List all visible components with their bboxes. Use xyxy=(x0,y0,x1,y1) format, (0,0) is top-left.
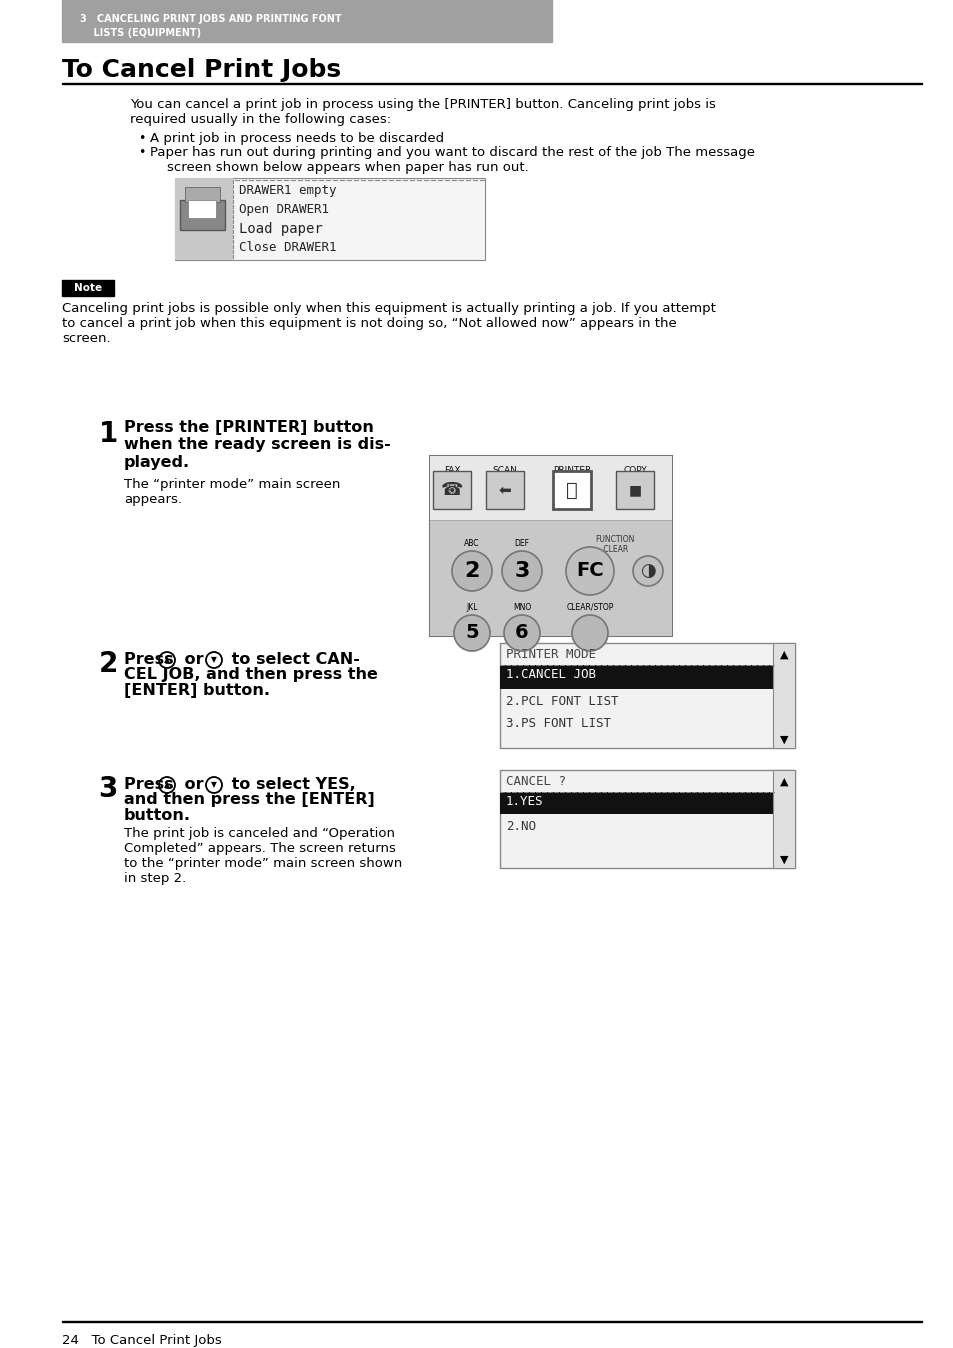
Bar xyxy=(62,280,113,297)
Text: 2.NO: 2.NO xyxy=(505,820,536,833)
Circle shape xyxy=(452,551,492,590)
Circle shape xyxy=(572,615,607,651)
Text: JKL: JKL xyxy=(466,603,477,612)
Text: Open DRAWER1: Open DRAWER1 xyxy=(239,204,329,216)
Bar xyxy=(62,82,921,84)
Bar xyxy=(433,470,471,510)
Text: DEF: DEF xyxy=(514,539,529,549)
Bar xyxy=(174,178,484,260)
Text: You can cancel a print job in process using the [PRINTER] button. Canceling prin: You can cancel a print job in process us… xyxy=(130,98,715,125)
Bar xyxy=(772,770,794,868)
Circle shape xyxy=(633,555,662,586)
Text: To Cancel Print Jobs: To Cancel Print Jobs xyxy=(62,58,341,82)
Text: ▲: ▲ xyxy=(164,655,170,665)
Bar xyxy=(185,187,220,202)
Bar xyxy=(62,0,552,42)
Bar xyxy=(485,470,523,510)
Text: 2: 2 xyxy=(464,561,479,581)
Text: Press: Press xyxy=(124,652,179,667)
Text: ☎: ☎ xyxy=(440,481,463,499)
Text: FUNCTION
 CLEAR: FUNCTION CLEAR xyxy=(595,535,634,554)
Text: DRAWER1 empty: DRAWER1 empty xyxy=(239,183,336,197)
Text: SCAN: SCAN xyxy=(492,466,517,474)
Text: button.: button. xyxy=(124,807,191,824)
Circle shape xyxy=(565,547,614,594)
Text: to select YES,: to select YES, xyxy=(226,776,355,793)
Text: 24   To Cancel Print Jobs: 24 To Cancel Print Jobs xyxy=(62,1335,221,1347)
Bar xyxy=(430,520,671,522)
Text: ▼: ▼ xyxy=(211,780,216,790)
Bar xyxy=(499,665,772,689)
Text: PRINTER MODE: PRINTER MODE xyxy=(505,648,596,661)
Text: 5: 5 xyxy=(465,624,478,643)
Text: •: • xyxy=(138,146,145,159)
Text: ▲: ▲ xyxy=(779,650,787,661)
Bar xyxy=(430,456,671,636)
Text: CLEAR/STOP: CLEAR/STOP xyxy=(566,603,613,612)
Text: 2: 2 xyxy=(98,650,118,678)
Text: ▼: ▼ xyxy=(779,855,787,865)
Text: Press: Press xyxy=(124,776,179,793)
Text: FAX: FAX xyxy=(443,466,459,474)
Text: ▲: ▲ xyxy=(164,780,170,790)
Text: Paper has run out during printing and you want to discard the rest of the job Th: Paper has run out during printing and yo… xyxy=(150,146,754,174)
Text: Canceling print jobs is possible only when this equipment is actually printing a: Canceling print jobs is possible only wh… xyxy=(62,302,715,345)
Text: ▲: ▲ xyxy=(779,776,787,787)
Text: 3   CANCELING PRINT JOBS AND PRINTING FONT: 3 CANCELING PRINT JOBS AND PRINTING FONT xyxy=(80,13,341,24)
Text: Note: Note xyxy=(74,283,102,293)
Text: ⎙: ⎙ xyxy=(565,480,578,500)
Text: ▼: ▼ xyxy=(211,655,216,665)
Text: ▼: ▼ xyxy=(779,735,787,745)
Text: The print job is canceled and “Operation
Completed” appears. The screen returns
: The print job is canceled and “Operation… xyxy=(124,828,402,886)
Text: and then press the [ENTER]: and then press the [ENTER] xyxy=(124,793,375,807)
Text: ■: ■ xyxy=(628,483,640,497)
Text: 2.PCL FONT LIST: 2.PCL FONT LIST xyxy=(505,696,618,708)
Text: CEL JOB, and then press the: CEL JOB, and then press the xyxy=(124,667,377,682)
Bar xyxy=(174,178,233,260)
Text: A print job in process needs to be discarded: A print job in process needs to be disca… xyxy=(150,132,444,146)
Text: PRINTER: PRINTER xyxy=(553,466,591,474)
Text: ⬅: ⬅ xyxy=(498,483,511,497)
Text: •: • xyxy=(138,132,145,146)
Bar xyxy=(772,643,794,748)
Text: ABC: ABC xyxy=(464,539,479,549)
Bar xyxy=(553,470,590,510)
Text: ◑: ◑ xyxy=(639,562,655,580)
Text: 3.PS FONT LIST: 3.PS FONT LIST xyxy=(505,717,610,731)
Text: to select CAN-: to select CAN- xyxy=(226,652,359,667)
Bar xyxy=(430,520,671,636)
Text: The “printer mode” main screen
appears.: The “printer mode” main screen appears. xyxy=(124,479,340,506)
Text: Press the [PRINTER] button
when the ready screen is dis-
played.: Press the [PRINTER] button when the read… xyxy=(124,421,391,470)
Text: 3: 3 xyxy=(514,561,529,581)
Text: 1.CANCEL JOB: 1.CANCEL JOB xyxy=(505,669,596,681)
Bar xyxy=(499,770,794,868)
Text: COPY: COPY xyxy=(622,466,646,474)
Circle shape xyxy=(503,615,539,651)
Text: or: or xyxy=(179,652,209,667)
Circle shape xyxy=(501,551,541,590)
Text: 3: 3 xyxy=(98,775,118,803)
Text: Load paper: Load paper xyxy=(239,222,322,236)
Text: Close DRAWER1: Close DRAWER1 xyxy=(239,241,336,253)
Bar xyxy=(499,793,772,814)
Text: MNO: MNO xyxy=(513,603,531,612)
Bar xyxy=(430,456,671,520)
Bar xyxy=(499,643,794,748)
Text: 1: 1 xyxy=(99,421,118,448)
Bar xyxy=(616,470,654,510)
Text: 1.YES: 1.YES xyxy=(505,795,543,807)
Text: CANCEL ?: CANCEL ? xyxy=(505,775,565,789)
Text: [ENTER] button.: [ENTER] button. xyxy=(124,683,270,698)
Bar xyxy=(188,200,215,218)
Text: FC: FC xyxy=(576,562,603,581)
Text: 6: 6 xyxy=(515,624,528,643)
Circle shape xyxy=(454,615,490,651)
Bar xyxy=(180,200,225,231)
Text: or: or xyxy=(179,776,209,793)
Text: LISTS (EQUIPMENT): LISTS (EQUIPMENT) xyxy=(80,28,201,38)
